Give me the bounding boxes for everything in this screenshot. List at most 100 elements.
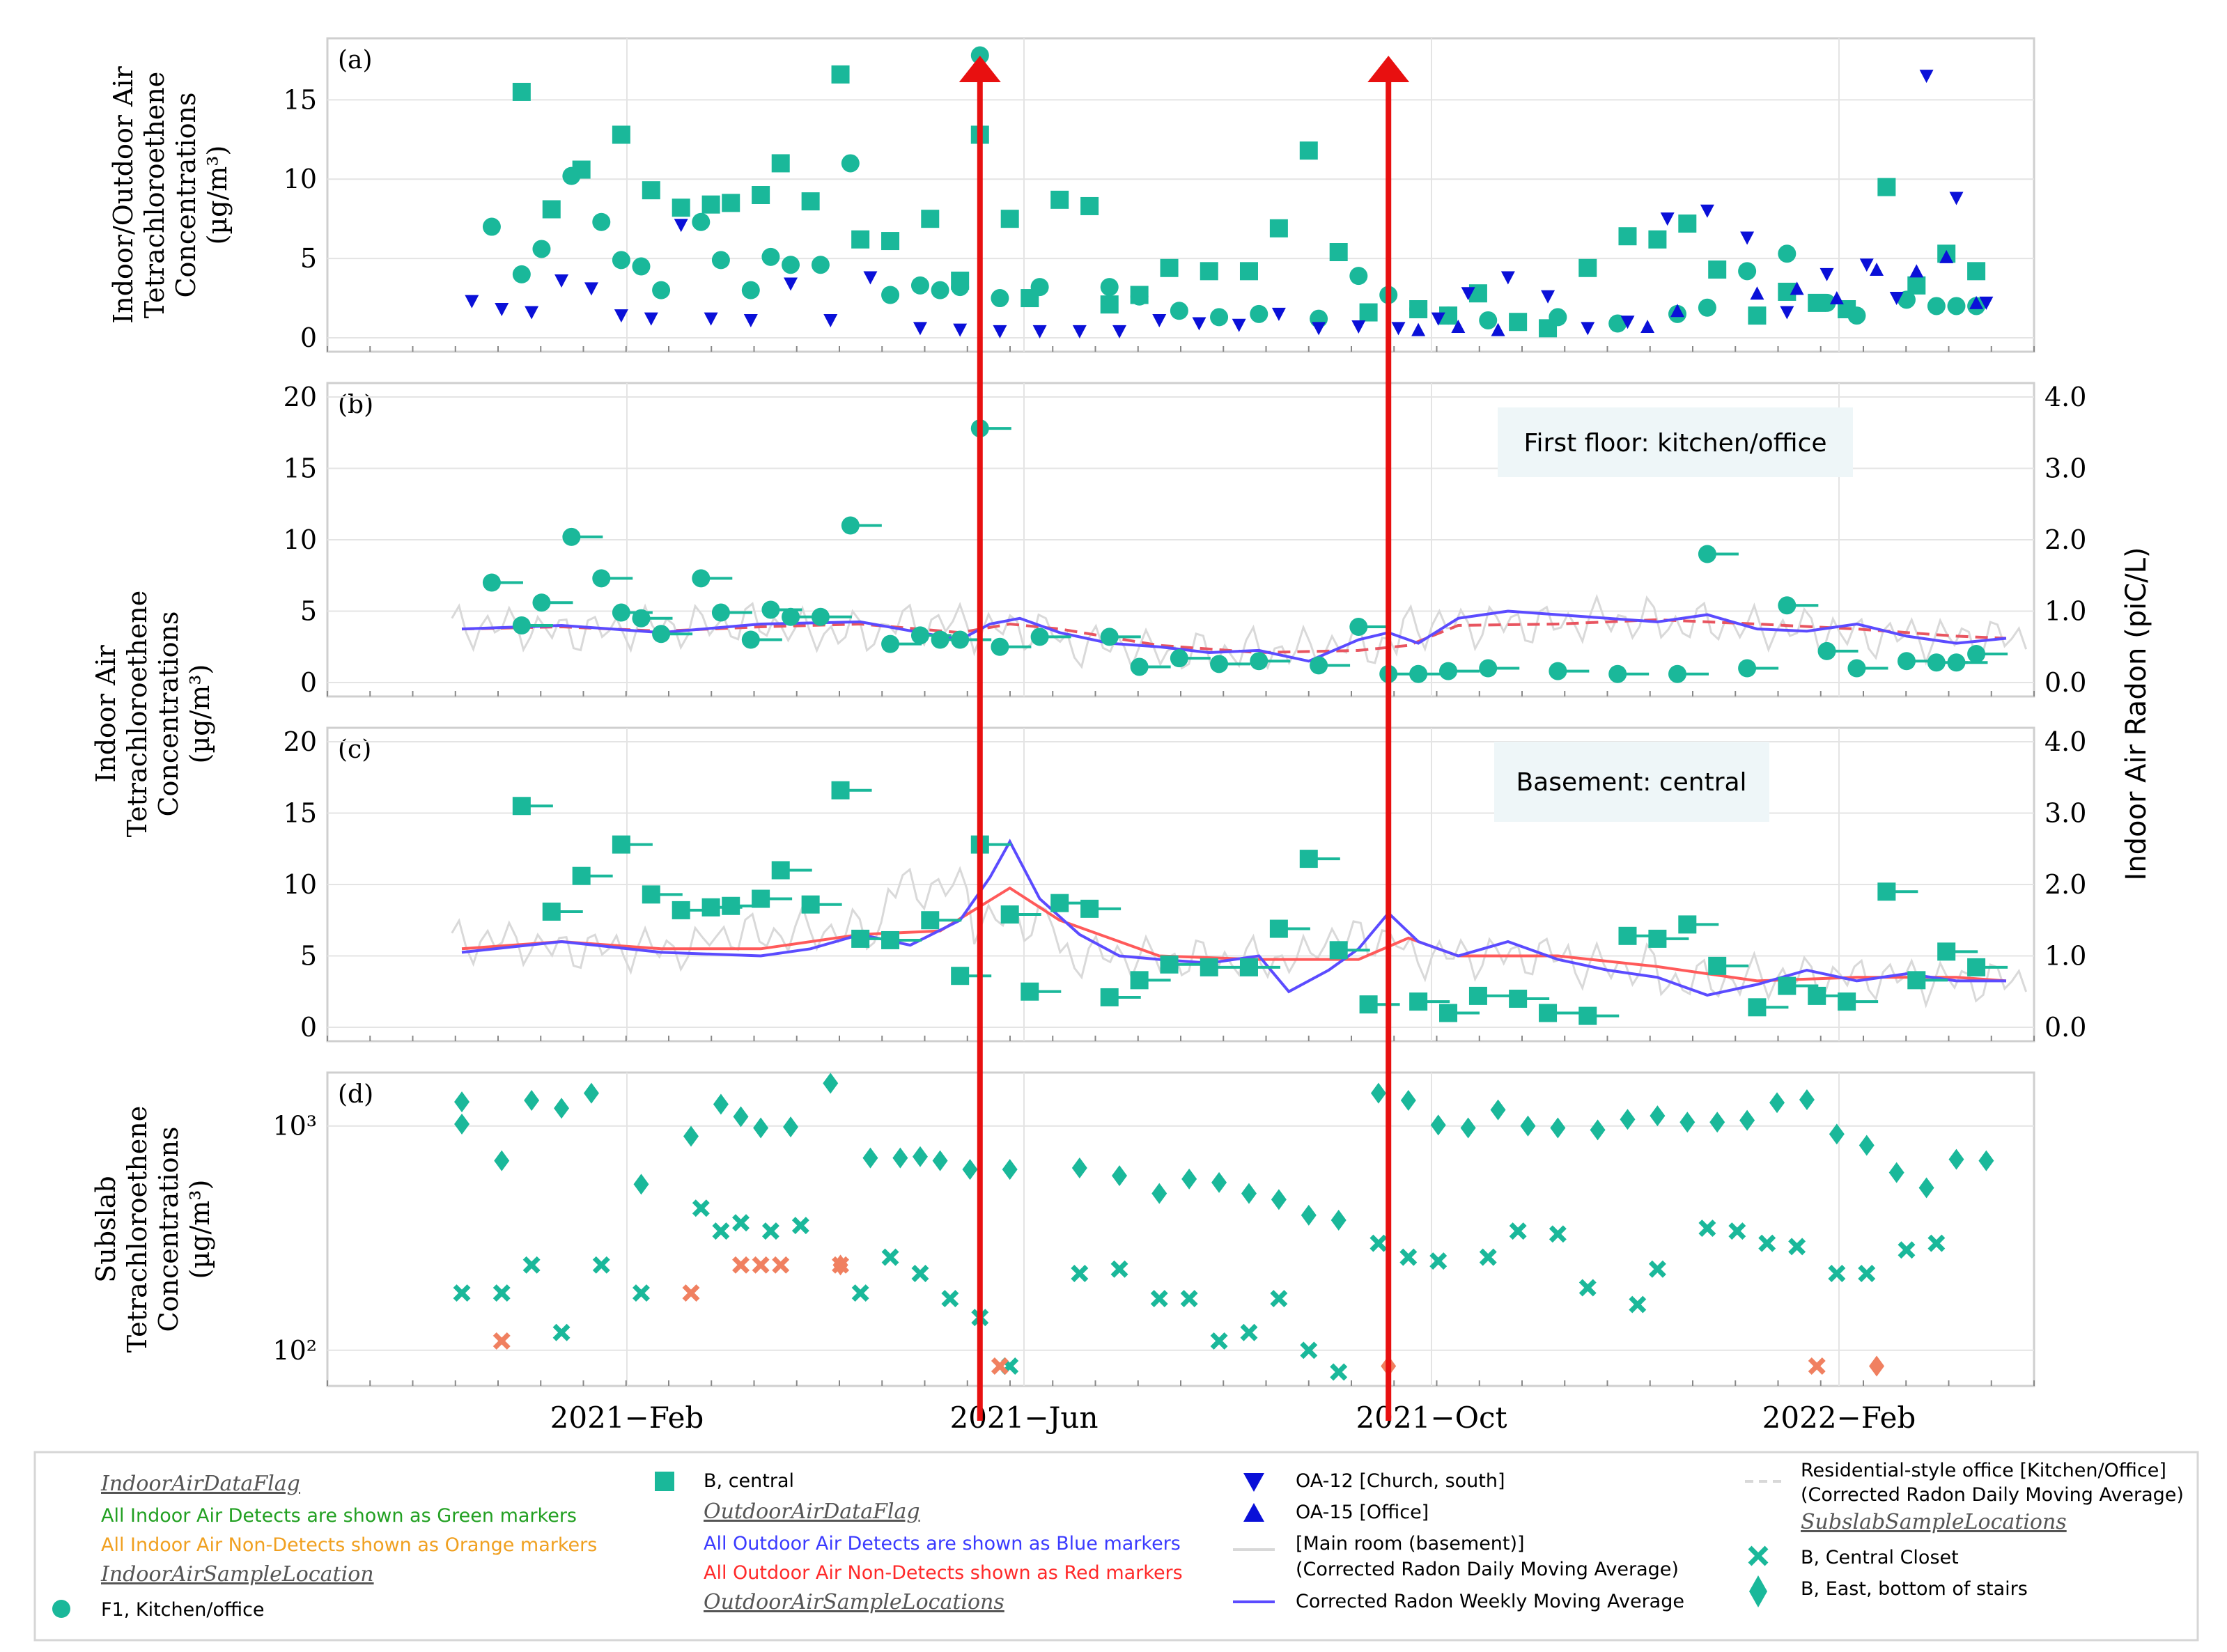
data-point-x <box>1270 1290 1288 1308</box>
data-point-diamond <box>1769 1092 1785 1114</box>
data-point-x <box>1578 1279 1597 1297</box>
data-point-square <box>1359 303 1378 322</box>
data-point-x <box>1549 1225 1567 1243</box>
data-point-diamond <box>1400 1090 1416 1112</box>
y-tick-label: 10 <box>284 524 317 555</box>
panel-a-points <box>465 46 1994 338</box>
data-point-square <box>1160 258 1179 277</box>
data-point-x <box>692 1199 710 1217</box>
data-point-triangle-down <box>1351 320 1366 334</box>
data-point-x <box>991 1357 1009 1375</box>
data-point-circle <box>592 569 611 588</box>
data-point-triangle-down <box>1152 313 1167 327</box>
data-point-triangle-down <box>1780 306 1794 320</box>
data-point-circle <box>1210 308 1229 327</box>
data-point-x <box>1180 1290 1198 1308</box>
data-point-square <box>1200 958 1218 976</box>
red-arrow-head <box>1367 56 1410 82</box>
data-point-triangle-down <box>674 219 688 233</box>
data-point-square <box>1877 178 1896 196</box>
y-tick-label: 20 <box>284 726 317 757</box>
data-point-circle <box>1100 628 1119 646</box>
legend-outdoor-detects: All Outdoor Air Detects are shown as Blu… <box>704 1533 1181 1554</box>
data-point-square <box>1299 850 1318 868</box>
data-point-x <box>1479 1248 1497 1266</box>
y2-tick-label: 4.0 <box>2044 726 2086 757</box>
data-point-square <box>1539 319 1558 338</box>
data-point-diamond <box>832 1254 848 1276</box>
data-point-circle <box>782 607 800 626</box>
data-point-circle <box>881 286 900 304</box>
data-point-diamond <box>494 1150 510 1171</box>
data-point-triangle-down <box>525 306 539 320</box>
data-point-x <box>1808 1357 1826 1375</box>
data-point-circle <box>1608 664 1627 683</box>
data-point-circle <box>1170 302 1188 320</box>
data-point-circle <box>1479 311 1498 329</box>
legend-heading-indoor-location: IndoorAirSampleLocation <box>100 1562 374 1587</box>
data-point-square <box>1678 915 1697 934</box>
legend-heading-outdoor-flag: OutdoorAirDataFlag <box>704 1499 920 1524</box>
data-point-square <box>542 902 561 921</box>
data-point-diamond <box>1650 1105 1666 1127</box>
legend-f1-marker <box>52 1600 70 1618</box>
data-point-diamond <box>912 1146 928 1167</box>
data-point-circle <box>1927 297 1946 315</box>
data-point-circle <box>910 276 929 295</box>
panel-b-points <box>482 419 2008 683</box>
data-point-triangle-down <box>554 274 569 288</box>
panel-bc-ylabel-3: Concentrations <box>153 611 184 816</box>
data-point-square <box>1808 293 1826 312</box>
data-point-x <box>1629 1295 1647 1314</box>
data-point-circle <box>931 281 949 299</box>
data-point-triangle-up <box>1670 304 1684 318</box>
data-point-square <box>1200 262 1218 281</box>
data-point-square <box>1708 260 1727 279</box>
data-point-square <box>1648 929 1667 948</box>
data-point-x <box>1210 1332 1228 1350</box>
data-point-triangle-down <box>784 277 798 291</box>
data-point-circle <box>562 527 581 546</box>
panel-b-annotation: First floor: kitchen/office <box>1523 429 1826 458</box>
data-point-diamond <box>1211 1171 1227 1193</box>
data-point-circle <box>1947 297 1966 315</box>
data-point-triangle-up <box>1969 295 1984 309</box>
data-point-x <box>732 1256 750 1274</box>
data-point-circle <box>1947 653 1966 672</box>
legend-east-marker <box>1749 1575 1767 1607</box>
panel-c-y2ticks: 0.0 1.0 2.0 3.0 4.0 <box>2044 726 2086 1043</box>
data-point-triangle-down <box>1819 267 1834 281</box>
data-point-x <box>1698 1219 1716 1238</box>
panel-a-ylabel-2: Tetrachloroethene <box>139 72 170 319</box>
y-tick-label: 15 <box>284 453 317 484</box>
data-point-circle <box>512 265 531 283</box>
panel-a-ylabel-3: Concentrations <box>171 92 201 297</box>
data-point-circle <box>612 251 630 270</box>
data-point-x <box>1369 1234 1388 1252</box>
data-point-square <box>1748 306 1767 325</box>
data-point-square <box>1778 976 1797 995</box>
data-point-triangle-down <box>1949 192 1964 205</box>
data-point-circle <box>1100 278 1119 297</box>
data-point-diamond <box>1241 1183 1257 1204</box>
y2-tick-label: 2.0 <box>2044 524 2086 555</box>
data-point-circle <box>951 630 970 649</box>
data-point-triangle-up <box>1750 286 1764 300</box>
data-point-triangle-down <box>1700 204 1714 218</box>
data-point-circle <box>1897 290 1916 309</box>
data-point-x <box>1300 1341 1318 1359</box>
data-point-diamond <box>1002 1159 1018 1180</box>
y2-tick-label: 3.0 <box>2044 453 2086 484</box>
data-point-x <box>1898 1241 1916 1259</box>
data-point-x <box>881 1248 899 1266</box>
legend-oa12-marker <box>1243 1473 1264 1492</box>
data-point-square <box>1808 986 1826 1005</box>
data-point-circle <box>1250 304 1268 323</box>
data-point-x <box>1509 1222 1527 1240</box>
data-point-square <box>701 195 720 214</box>
panel-b-label: (b) <box>338 391 373 419</box>
panel-b-yticks: 0 5 10 15 20 <box>284 382 317 698</box>
data-point-diamond <box>454 1113 470 1135</box>
panel-a-yticks: 0 5 10 15 <box>284 84 317 353</box>
data-point-square <box>1439 1004 1458 1022</box>
